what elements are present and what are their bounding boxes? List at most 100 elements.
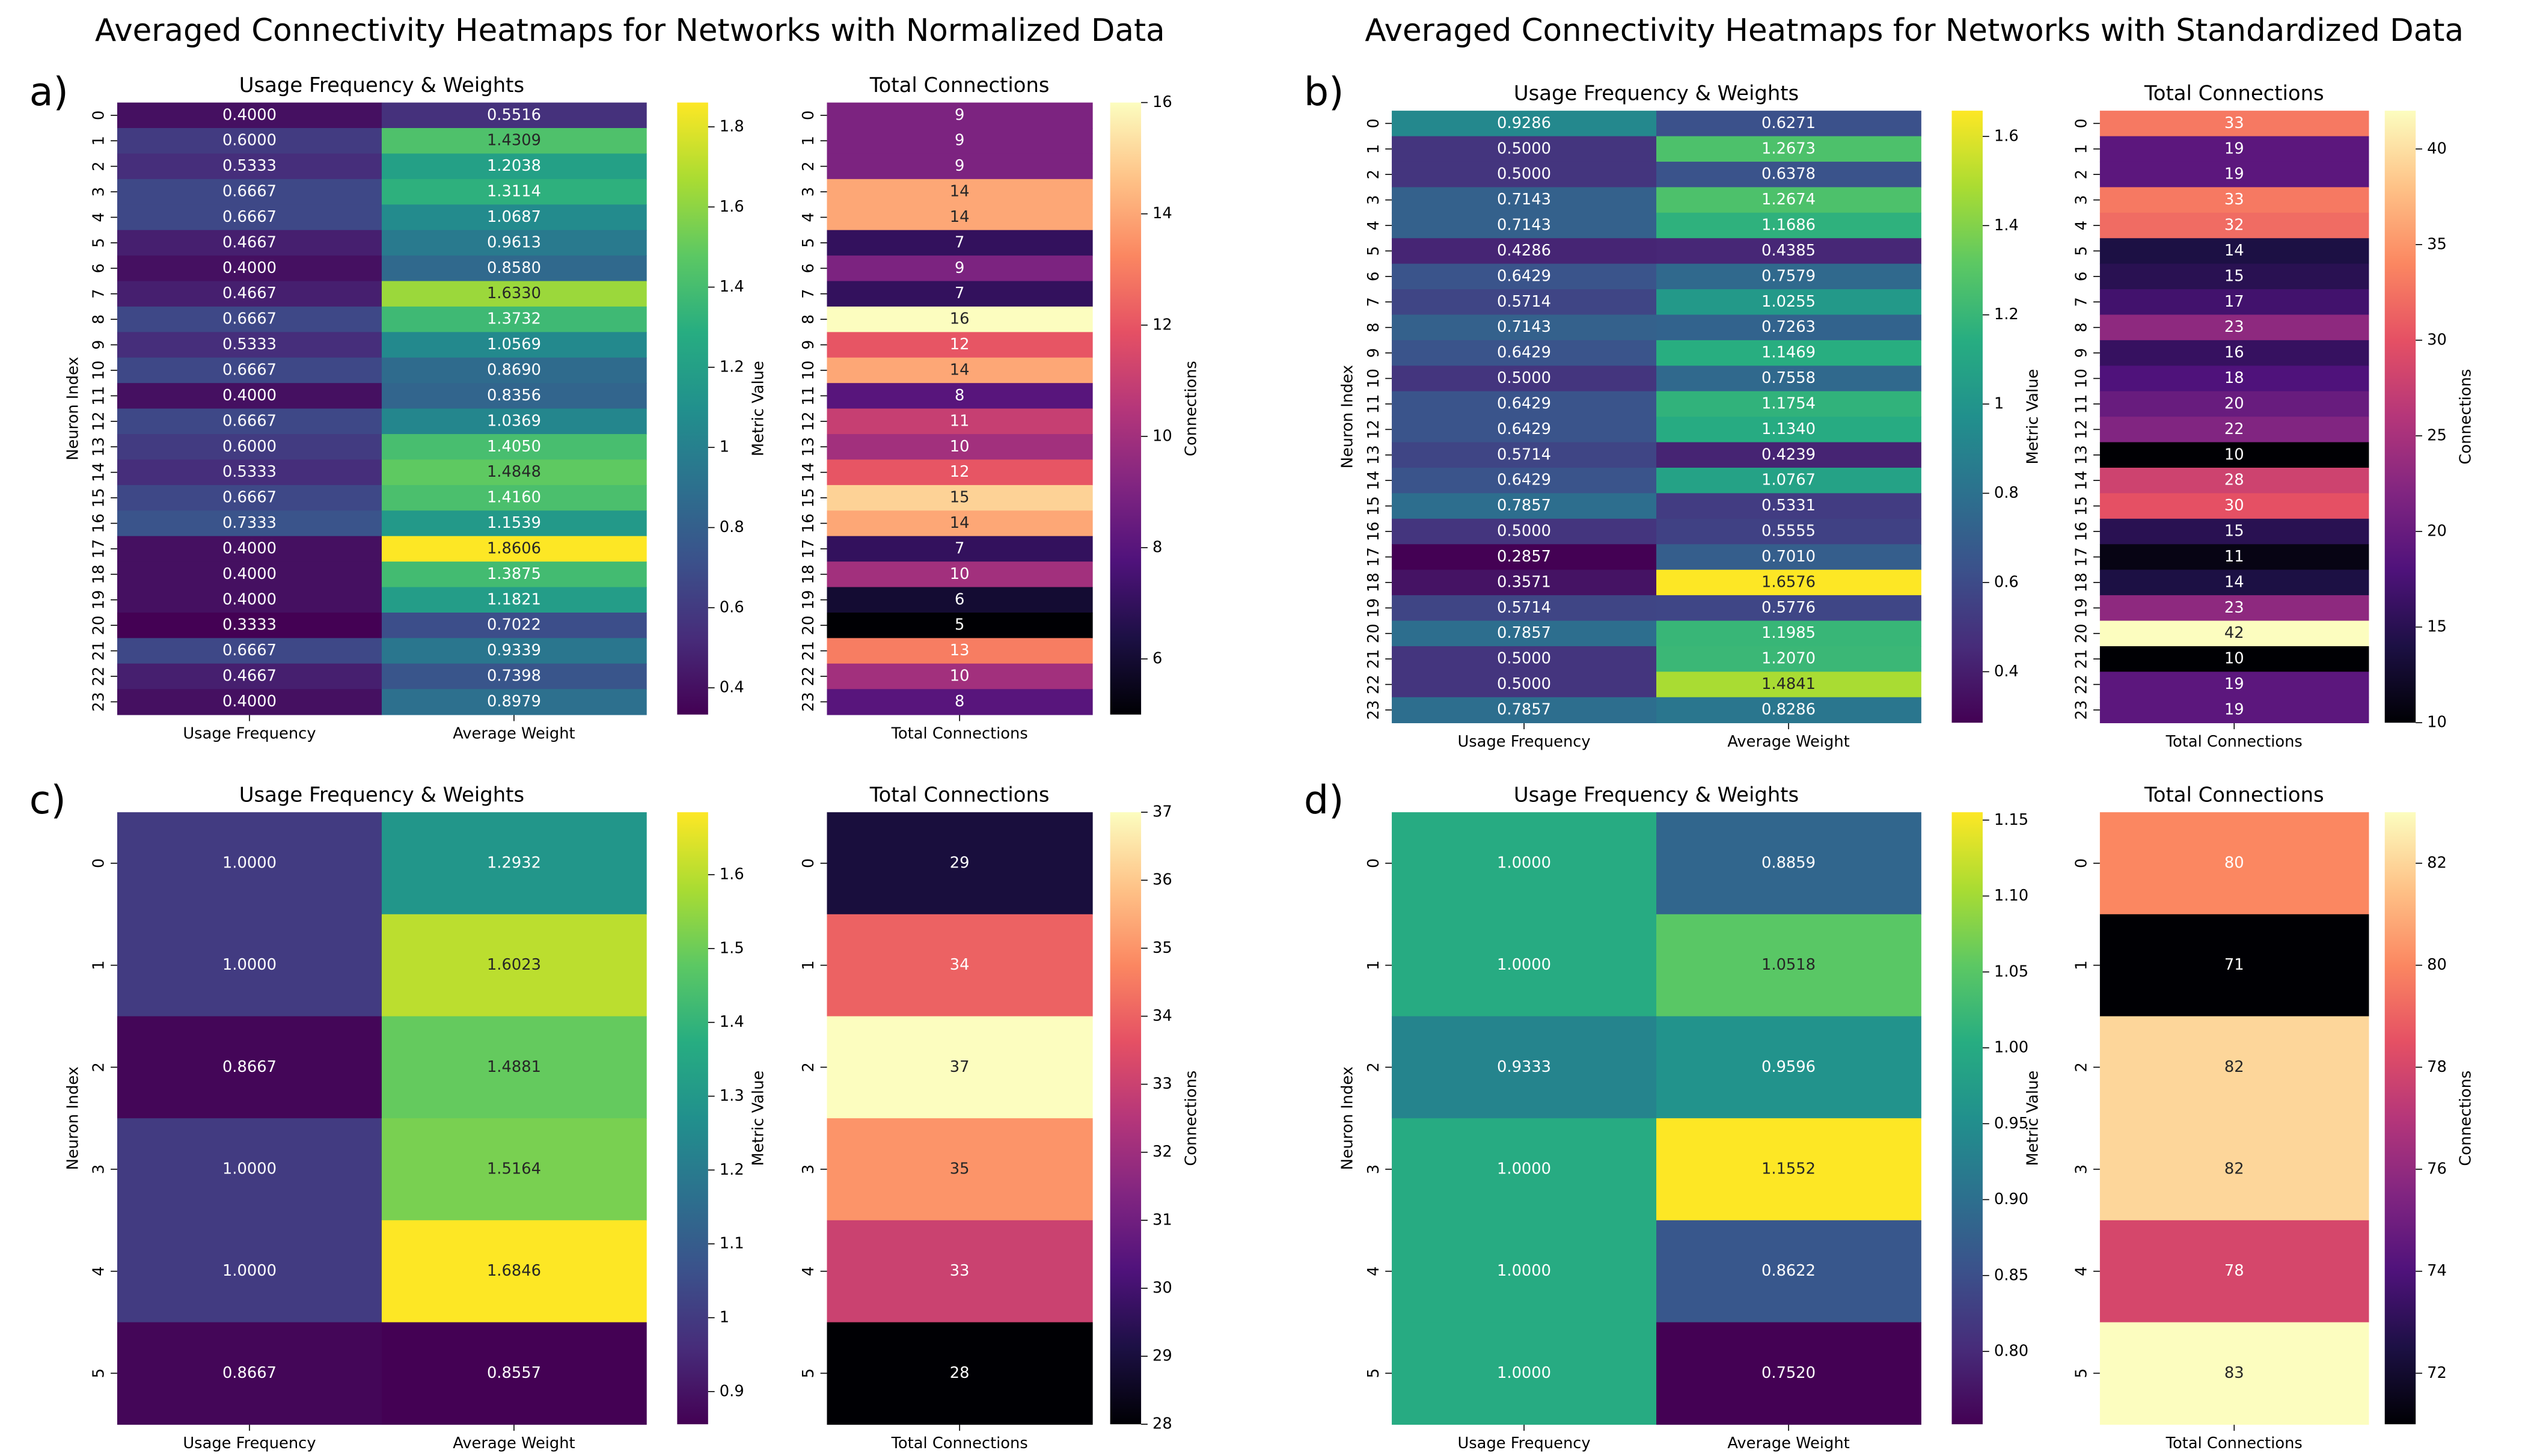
heatmap-cell — [1656, 314, 1921, 341]
colorbar-tick-label: 35 — [1152, 939, 1172, 957]
cell-label: 34 — [950, 956, 970, 974]
heatmap-cell — [827, 587, 1093, 613]
cell-label: 0.3571 — [1497, 573, 1551, 591]
cell-label: 0.5000 — [1497, 165, 1551, 183]
y-tick-label: 18 — [90, 564, 108, 584]
cell-label: 0.8667 — [222, 1364, 277, 1382]
heatmap-cell — [2099, 263, 2369, 290]
heatmap-cell — [827, 485, 1093, 512]
colorbar-tick-label: 1.4 — [720, 1013, 744, 1031]
y-tick-label: 2 — [90, 161, 108, 171]
y-tick-label: 5 — [90, 1368, 108, 1378]
y-tick-label: 6 — [2073, 272, 2091, 281]
cell-label: 1.4881 — [487, 1058, 541, 1076]
y-tick-label: 1 — [1365, 144, 1383, 154]
cell-label: 0.6667 — [222, 361, 277, 379]
cell-label: 1.2070 — [1761, 650, 1816, 668]
cell-label: 14 — [950, 361, 970, 379]
y-tick-label: 1 — [800, 136, 818, 145]
cell-label: 1.4160 — [487, 489, 541, 507]
y-tick-label: 5 — [2073, 1368, 2091, 1378]
cell-label: 0.4385 — [1761, 242, 1816, 260]
heatmap-cell — [2099, 697, 2369, 724]
cell-label: 0.6429 — [1497, 471, 1551, 489]
cell-label: 7 — [955, 539, 964, 557]
heatmap-cell — [2099, 212, 2369, 239]
panel-label: d) — [1304, 778, 1344, 823]
cell-label: 0.7143 — [1497, 318, 1551, 336]
y-tick-label: 21 — [1365, 649, 1383, 669]
cell-label: 1.5164 — [487, 1160, 541, 1178]
colorbar-tick-label: 15 — [2427, 618, 2447, 636]
y-tick-label: 5 — [800, 238, 818, 248]
heatmap-cell — [1392, 544, 1657, 570]
cell-label: 35 — [950, 1160, 970, 1178]
y-tick-label: 16 — [800, 513, 818, 533]
colorbar-tick-label: 82 — [2427, 854, 2447, 872]
y-tick-label: 12 — [2073, 420, 2091, 439]
heatmap-cell — [2099, 569, 2369, 596]
cell-label: 14 — [2224, 573, 2244, 591]
cell-label: 0.4000 — [222, 106, 277, 124]
cell-label: 0.8580 — [487, 259, 541, 277]
cell-label: 0.5714 — [1497, 599, 1551, 617]
y-tick-label: 12 — [1365, 420, 1383, 439]
chart-title: Total Connections — [869, 783, 1050, 807]
heatmap-cell — [827, 204, 1093, 231]
heatmap-cell — [381, 459, 647, 486]
cell-label: 12 — [950, 463, 970, 481]
colorbar-tick-label: 1.2 — [720, 1161, 744, 1179]
cell-label: 0.5000 — [1497, 369, 1551, 387]
heatmap-cell — [117, 1016, 382, 1119]
heatmap-cell — [2099, 914, 2369, 1017]
colorbar-tick-label: 1.5 — [720, 939, 744, 957]
heatmap-cell — [1656, 161, 1921, 188]
heatmap-cell — [1656, 595, 1921, 622]
cell-label: 1.3732 — [487, 310, 541, 328]
y-tick-label: 17 — [800, 539, 818, 559]
heatmap-cell — [827, 434, 1093, 460]
y-tick-label: 15 — [1365, 496, 1383, 516]
x-tick-label: Average Weight — [1727, 733, 1849, 751]
heatmap-cell — [827, 332, 1093, 358]
y-tick-label: 5 — [800, 1368, 818, 1378]
colorbar-tick-label: 0.4 — [720, 679, 744, 697]
heatmap-cell — [117, 153, 382, 180]
y-tick-label: 0 — [800, 858, 818, 868]
y-tick-label: 3 — [1365, 195, 1383, 204]
cell-label: 0.8622 — [1761, 1262, 1816, 1280]
cell-label: 1.0000 — [222, 854, 277, 872]
cell-label: 10 — [950, 667, 970, 685]
y-tick-label: 15 — [90, 488, 108, 508]
colorbar-tick-label: 80 — [2427, 956, 2447, 974]
colorbar-label: Connections — [2457, 1071, 2475, 1166]
colorbar-tick-label: 28 — [1152, 1415, 1172, 1433]
heatmap-cell — [827, 689, 1093, 715]
y-tick-label: 1 — [90, 960, 108, 970]
heatmap-cell — [1656, 569, 1921, 596]
y-tick-label: 8 — [2073, 323, 2091, 332]
cell-label: 0.7022 — [487, 616, 541, 634]
heatmap-cell — [117, 128, 382, 154]
y-tick-label: 21 — [800, 641, 818, 661]
y-tick-label: 0 — [2073, 118, 2091, 128]
heatmap-cell — [381, 561, 647, 588]
heatmap-cell — [1392, 263, 1657, 290]
heatmap-cell — [2099, 544, 2369, 570]
colorbar-tick-label: 29 — [1152, 1347, 1172, 1365]
cell-label: 0.8690 — [487, 361, 541, 379]
colorbar-tick-label: 72 — [2427, 1364, 2447, 1382]
y-tick-label: 2 — [90, 1062, 108, 1072]
heatmap-cell — [381, 510, 647, 537]
heatmap-cell — [2099, 620, 2369, 647]
cell-label: 0.4000 — [222, 565, 277, 583]
cell-label: 6 — [955, 590, 964, 608]
heatmap-cell — [1392, 468, 1657, 494]
cell-label: 1.0687 — [487, 208, 541, 226]
colorbar-label: Metric Value — [749, 361, 767, 456]
cell-label: 0.5714 — [1497, 293, 1551, 311]
cell-label: 1.1754 — [1761, 394, 1816, 412]
heatmap-cell — [827, 179, 1093, 206]
heatmap-cell — [381, 1016, 647, 1119]
heatmap-cell — [381, 230, 647, 256]
